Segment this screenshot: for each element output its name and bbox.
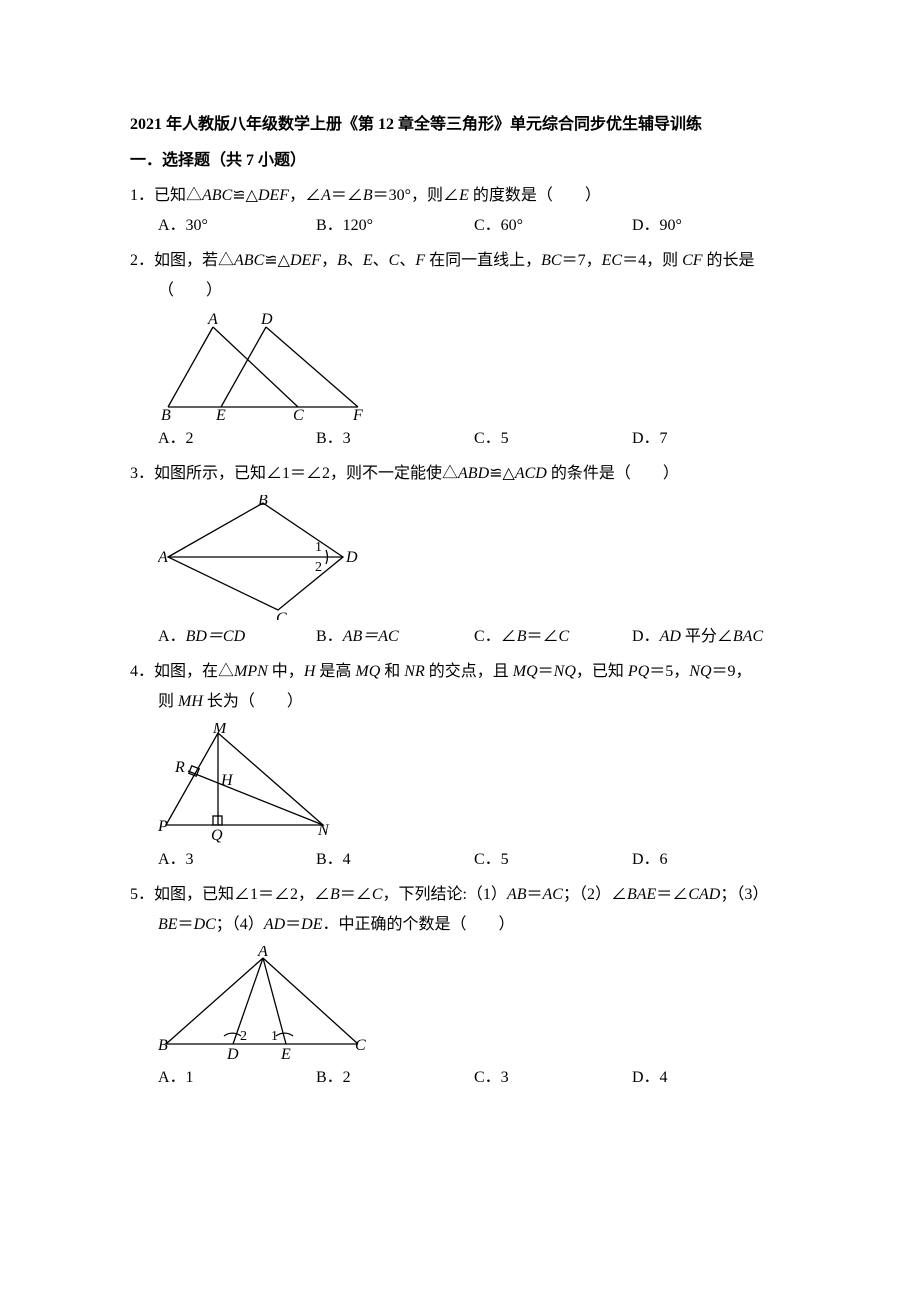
q4-opt-c[interactable]: C．5 (474, 845, 632, 875)
q5-label-2: 2 (240, 1029, 247, 1044)
q5-label-B: B (158, 1037, 168, 1054)
q4-label-N: N (317, 822, 330, 839)
q3-label-D: D (345, 549, 358, 566)
q1-opt-b[interactable]: B．120° (316, 211, 474, 241)
q5-label-A: A (257, 946, 268, 960)
q2-opt-c[interactable]: C．5 (474, 424, 632, 454)
q3-figure: A B C D 1 2 (130, 495, 790, 620)
question-5: 5．如图，已知∠1＝∠2，∠B＝∠C，下列结论:（1）AB＝AC；（2）∠BAE… (130, 880, 790, 1094)
q2-opt-d[interactable]: D．7 (632, 424, 790, 454)
section-header: 一．选择题（共 7 小题） (130, 146, 790, 176)
question-1: 1．已知△ABC≌△DEF，∠A＝∠B＝30°，则∠E 的度数是（ ） A．30… (130, 181, 790, 242)
q2-opt-a[interactable]: A．2 (158, 424, 316, 454)
doc-title: 2021 年人教版八年级数学上册《第 12 章全等三角形》单元综合同步优生辅导训… (130, 110, 790, 140)
q2-opt-b[interactable]: B．3 (316, 424, 474, 454)
q4-options: A．3 B．4 C．5 D．6 (130, 845, 790, 875)
q5-label-1: 1 (271, 1029, 278, 1044)
q2-label-B: B (161, 407, 171, 422)
q1-opt-c[interactable]: C．60° (474, 211, 632, 241)
q2-text: 2．如图，若△ABC≌△DEF，B、E、C、F 在同一直线上，BC＝7，EC＝4… (130, 246, 790, 276)
q5-opt-a[interactable]: A．1 (158, 1063, 316, 1093)
q3-label-A: A (158, 549, 168, 566)
q3-opt-d[interactable]: D．AD 平分∠BAC (632, 622, 790, 652)
q4-label-R: R (174, 759, 185, 776)
q5-line2: BE＝DC；（4）AD＝DE．中正确的个数是（ ） (130, 910, 790, 940)
q1-opt-d[interactable]: D．90° (632, 211, 790, 241)
q3-opt-c[interactable]: C．∠B＝∠C (474, 622, 632, 652)
page: 2021 年人教版八年级数学上册《第 12 章全等三角形》单元综合同步优生辅导训… (0, 0, 920, 1158)
q4-line2: 则 MH 长为（ ） (130, 687, 790, 717)
q3-label-B: B (258, 495, 268, 509)
q5-figure: A B C D E 1 2 (130, 946, 790, 1061)
q3-label-C: C (276, 610, 287, 620)
q4-figure: M R H P Q N (130, 723, 790, 843)
q5-label-D: D (226, 1046, 239, 1061)
q4-label-H: H (220, 772, 234, 789)
question-4: 4．如图，在△MPN 中，H 是高 MQ 和 NR 的交点，且 MQ＝NQ，已知… (130, 657, 790, 876)
q4-text: 4．如图，在△MPN 中，H 是高 MQ 和 NR 的交点，且 MQ＝NQ，已知… (130, 657, 790, 687)
q4-opt-a[interactable]: A．3 (158, 845, 316, 875)
q2-label-E: E (215, 407, 226, 422)
q1-options: A．30° B．120° C．60° D．90° (130, 211, 790, 241)
q3-text: 3．如图所示，已知∠1＝∠2，则不一定能使△ABD≌△ACD 的条件是（ ） (130, 459, 790, 489)
q3-opt-b[interactable]: B．AB＝AC (316, 622, 474, 652)
q5-opt-c[interactable]: C．3 (474, 1063, 632, 1093)
q5-label-E: E (280, 1046, 291, 1061)
q2-label-F: F (352, 407, 363, 422)
q3-label-1: 1 (315, 540, 322, 555)
q2-options: A．2 B．3 C．5 D．7 (130, 424, 790, 454)
q1-opt-a[interactable]: A．30° (158, 211, 316, 241)
q4-label-M: M (212, 723, 228, 737)
q1-text: 1．已知△ABC≌△DEF，∠A＝∠B＝30°，则∠E 的度数是（ ） (130, 181, 790, 211)
q3-options: A．BD＝CD B．AB＝AC C．∠B＝∠C D．AD 平分∠BAC (130, 622, 790, 652)
q3-opt-a[interactable]: A．BD＝CD (158, 622, 316, 652)
q4-label-Q: Q (211, 827, 223, 843)
q2-paren: （ ） (130, 276, 790, 306)
q2-label-A: A (207, 312, 218, 328)
q2-label-C: C (293, 407, 304, 422)
q4-opt-b[interactable]: B．4 (316, 845, 474, 875)
question-2: 2．如图，若△ABC≌△DEF，B、E、C、F 在同一直线上，BC＝7，EC＝4… (130, 246, 790, 455)
q3-label-2: 2 (315, 560, 322, 575)
q5-opt-b[interactable]: B．2 (316, 1063, 474, 1093)
q5-opt-d[interactable]: D．4 (632, 1063, 790, 1093)
q4-label-P: P (158, 818, 168, 835)
q5-label-C: C (355, 1037, 366, 1054)
q5-options: A．1 B．2 C．3 D．4 (130, 1063, 790, 1093)
q4-opt-d[interactable]: D．6 (632, 845, 790, 875)
question-3: 3．如图所示，已知∠1＝∠2，则不一定能使△ABD≌△ACD 的条件是（ ） A… (130, 459, 790, 653)
q2-label-D: D (260, 312, 273, 328)
q5-text: 5．如图，已知∠1＝∠2，∠B＝∠C，下列结论:（1）AB＝AC；（2）∠BAE… (130, 880, 790, 910)
q2-figure: A D B E C F (130, 312, 790, 422)
